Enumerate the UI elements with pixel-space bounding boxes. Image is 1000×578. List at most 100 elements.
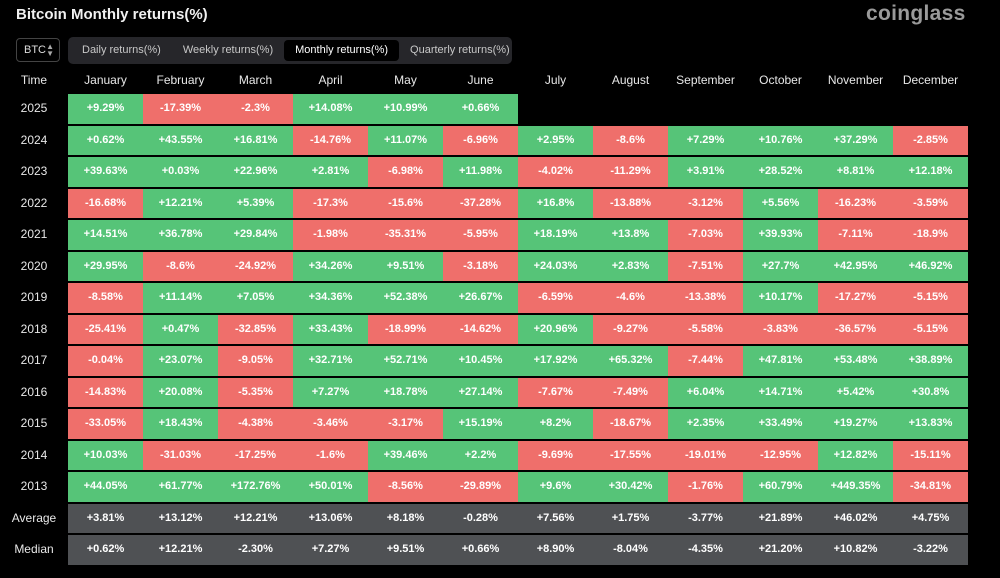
return-cell: +12.21% xyxy=(143,188,218,218)
cell-value: -5.35% xyxy=(238,385,273,398)
return-cell: +0.62% xyxy=(68,125,143,155)
cell-value: +1.75% xyxy=(611,511,650,524)
cell-value: +32.71% xyxy=(308,354,353,366)
stat-cell: +21.20% xyxy=(743,535,818,565)
cell-value: +13.06% xyxy=(308,511,353,524)
cell-value: -12.95% xyxy=(760,448,801,461)
return-cell: +5.56% xyxy=(743,188,818,218)
cell-value: +65.32% xyxy=(608,354,653,366)
return-cell: -4.02% xyxy=(518,157,593,187)
cell-value: -14.83% xyxy=(85,385,126,398)
return-cell: +39.63% xyxy=(68,157,143,187)
return-cell: -4.6% xyxy=(593,283,668,313)
return-cell: -32.85% xyxy=(218,314,293,344)
cell-value: +6.04% xyxy=(686,385,725,398)
return-cell: +0.66% xyxy=(443,94,518,124)
year-row-label: 2021 xyxy=(20,227,48,241)
cell-value: +12.21% xyxy=(158,543,203,555)
cell-value: -1.6% xyxy=(316,448,345,461)
cell-value: -4.38% xyxy=(238,417,273,429)
cell-value: -7.51% xyxy=(688,259,723,272)
cell-value: +12.21% xyxy=(233,511,278,524)
return-cell: +24.03% xyxy=(518,251,593,281)
return-cell: -0.04% xyxy=(68,346,143,376)
return-cell: +18.19% xyxy=(518,220,593,250)
return-cell: +50.01% xyxy=(293,472,368,502)
cell-value: +37.29% xyxy=(833,133,878,146)
cell-value: -3.17% xyxy=(388,417,423,429)
cell-value: +20.08% xyxy=(158,385,203,398)
return-cell: -8.6% xyxy=(143,251,218,281)
cell-value: +14.71% xyxy=(758,385,803,398)
return-cell: +2.83% xyxy=(593,251,668,281)
return-cell xyxy=(818,94,893,124)
return-cell xyxy=(593,94,668,124)
column-header-month: August xyxy=(611,73,650,87)
cell-value: +4.75% xyxy=(911,511,950,524)
year-row-label: 2020 xyxy=(20,258,48,273)
return-cell: +33.49% xyxy=(743,409,818,439)
return-cell: +8.81% xyxy=(818,157,893,187)
return-cell: +30.42% xyxy=(593,472,668,502)
return-cell: +7.27% xyxy=(293,377,368,407)
column-header-month: March xyxy=(238,73,273,87)
return-cell: +33.43% xyxy=(293,314,368,344)
tab-quarterly-returns[interactable]: Quarterly returns(%) xyxy=(410,44,510,56)
cell-value: +9.51% xyxy=(386,543,425,555)
cell-value: -2.85% xyxy=(913,133,948,146)
cell-value: +10.45% xyxy=(458,354,503,366)
cell-value: +10.76% xyxy=(758,133,803,146)
cell-value: -3.18% xyxy=(463,259,498,272)
return-cell: -3.46% xyxy=(293,409,368,439)
stat-cell: +1.75% xyxy=(593,503,668,533)
cell-value: +29.95% xyxy=(83,259,128,272)
cell-value: -32.85% xyxy=(235,322,276,335)
return-cell: -14.62% xyxy=(443,314,518,344)
cell-value: +27.7% xyxy=(761,259,800,272)
column-header-month: November xyxy=(827,73,884,87)
cell-value: +13.8% xyxy=(611,228,650,240)
coin-select[interactable]: BTC ▲ ▼ xyxy=(16,38,60,62)
cell-value: +0.47% xyxy=(161,322,200,335)
cell-value: +21.89% xyxy=(758,511,803,524)
cell-value: +50.01% xyxy=(308,480,353,492)
stat-cell: -8.04% xyxy=(593,535,668,565)
return-cell: +9.29% xyxy=(68,94,143,124)
stat-cell: +8.18% xyxy=(368,503,443,533)
cell-value: -9.69% xyxy=(538,448,573,461)
cell-value: +61.77% xyxy=(158,480,203,492)
tab-weekly-returns[interactable]: Weekly returns(%) xyxy=(182,44,274,56)
cell-value: +11.14% xyxy=(158,291,203,303)
cell-value: +15.19% xyxy=(458,417,503,429)
tab-monthly-returns[interactable]: Monthly returns(%) xyxy=(284,40,400,61)
cell-value: -25.41% xyxy=(85,322,126,335)
return-cell: +2.35% xyxy=(668,409,743,439)
return-cell: +44.05% xyxy=(68,472,143,502)
cell-value: +10.82% xyxy=(833,543,878,555)
stat-cell: +3.81% xyxy=(68,503,143,533)
return-cell: -5.58% xyxy=(668,314,743,344)
return-cell: +60.79% xyxy=(743,472,818,502)
return-cell: -1.6% xyxy=(293,440,368,470)
return-cell: -1.98% xyxy=(293,220,368,250)
return-cell: +10.99% xyxy=(368,94,443,124)
return-cell: +6.04% xyxy=(668,377,743,407)
return-cell: +29.84% xyxy=(218,220,293,250)
cell-value: +10.03% xyxy=(83,448,128,461)
tab-daily-returns[interactable]: Daily returns(%) xyxy=(82,44,161,56)
return-cell: -25.41% xyxy=(68,314,143,344)
return-cell: +13.83% xyxy=(893,409,968,439)
return-cell: -31.03% xyxy=(143,440,218,470)
return-cell: -9.27% xyxy=(593,314,668,344)
return-cell: -17.55% xyxy=(593,440,668,470)
return-cell: -3.18% xyxy=(443,251,518,281)
return-cell: +30.8% xyxy=(893,377,968,407)
cell-value: -7.11% xyxy=(838,228,873,240)
return-cell: +18.78% xyxy=(368,377,443,407)
cell-value: +46.92% xyxy=(908,259,953,272)
stat-cell: +13.12% xyxy=(143,503,218,533)
return-cell: -11.29% xyxy=(593,157,668,187)
return-cell: +2.2% xyxy=(443,440,518,470)
return-cell: +19.27% xyxy=(818,409,893,439)
cell-value: +52.71% xyxy=(383,354,428,366)
